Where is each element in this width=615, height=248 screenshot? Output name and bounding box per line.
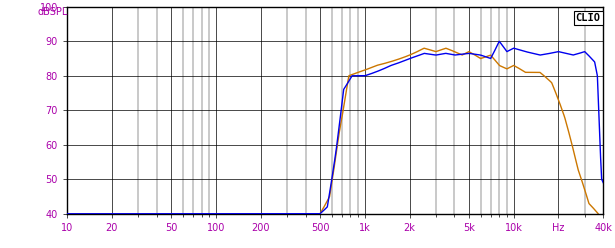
Text: CLIO: CLIO (576, 13, 601, 23)
Text: dBSPL: dBSPL (38, 7, 68, 17)
